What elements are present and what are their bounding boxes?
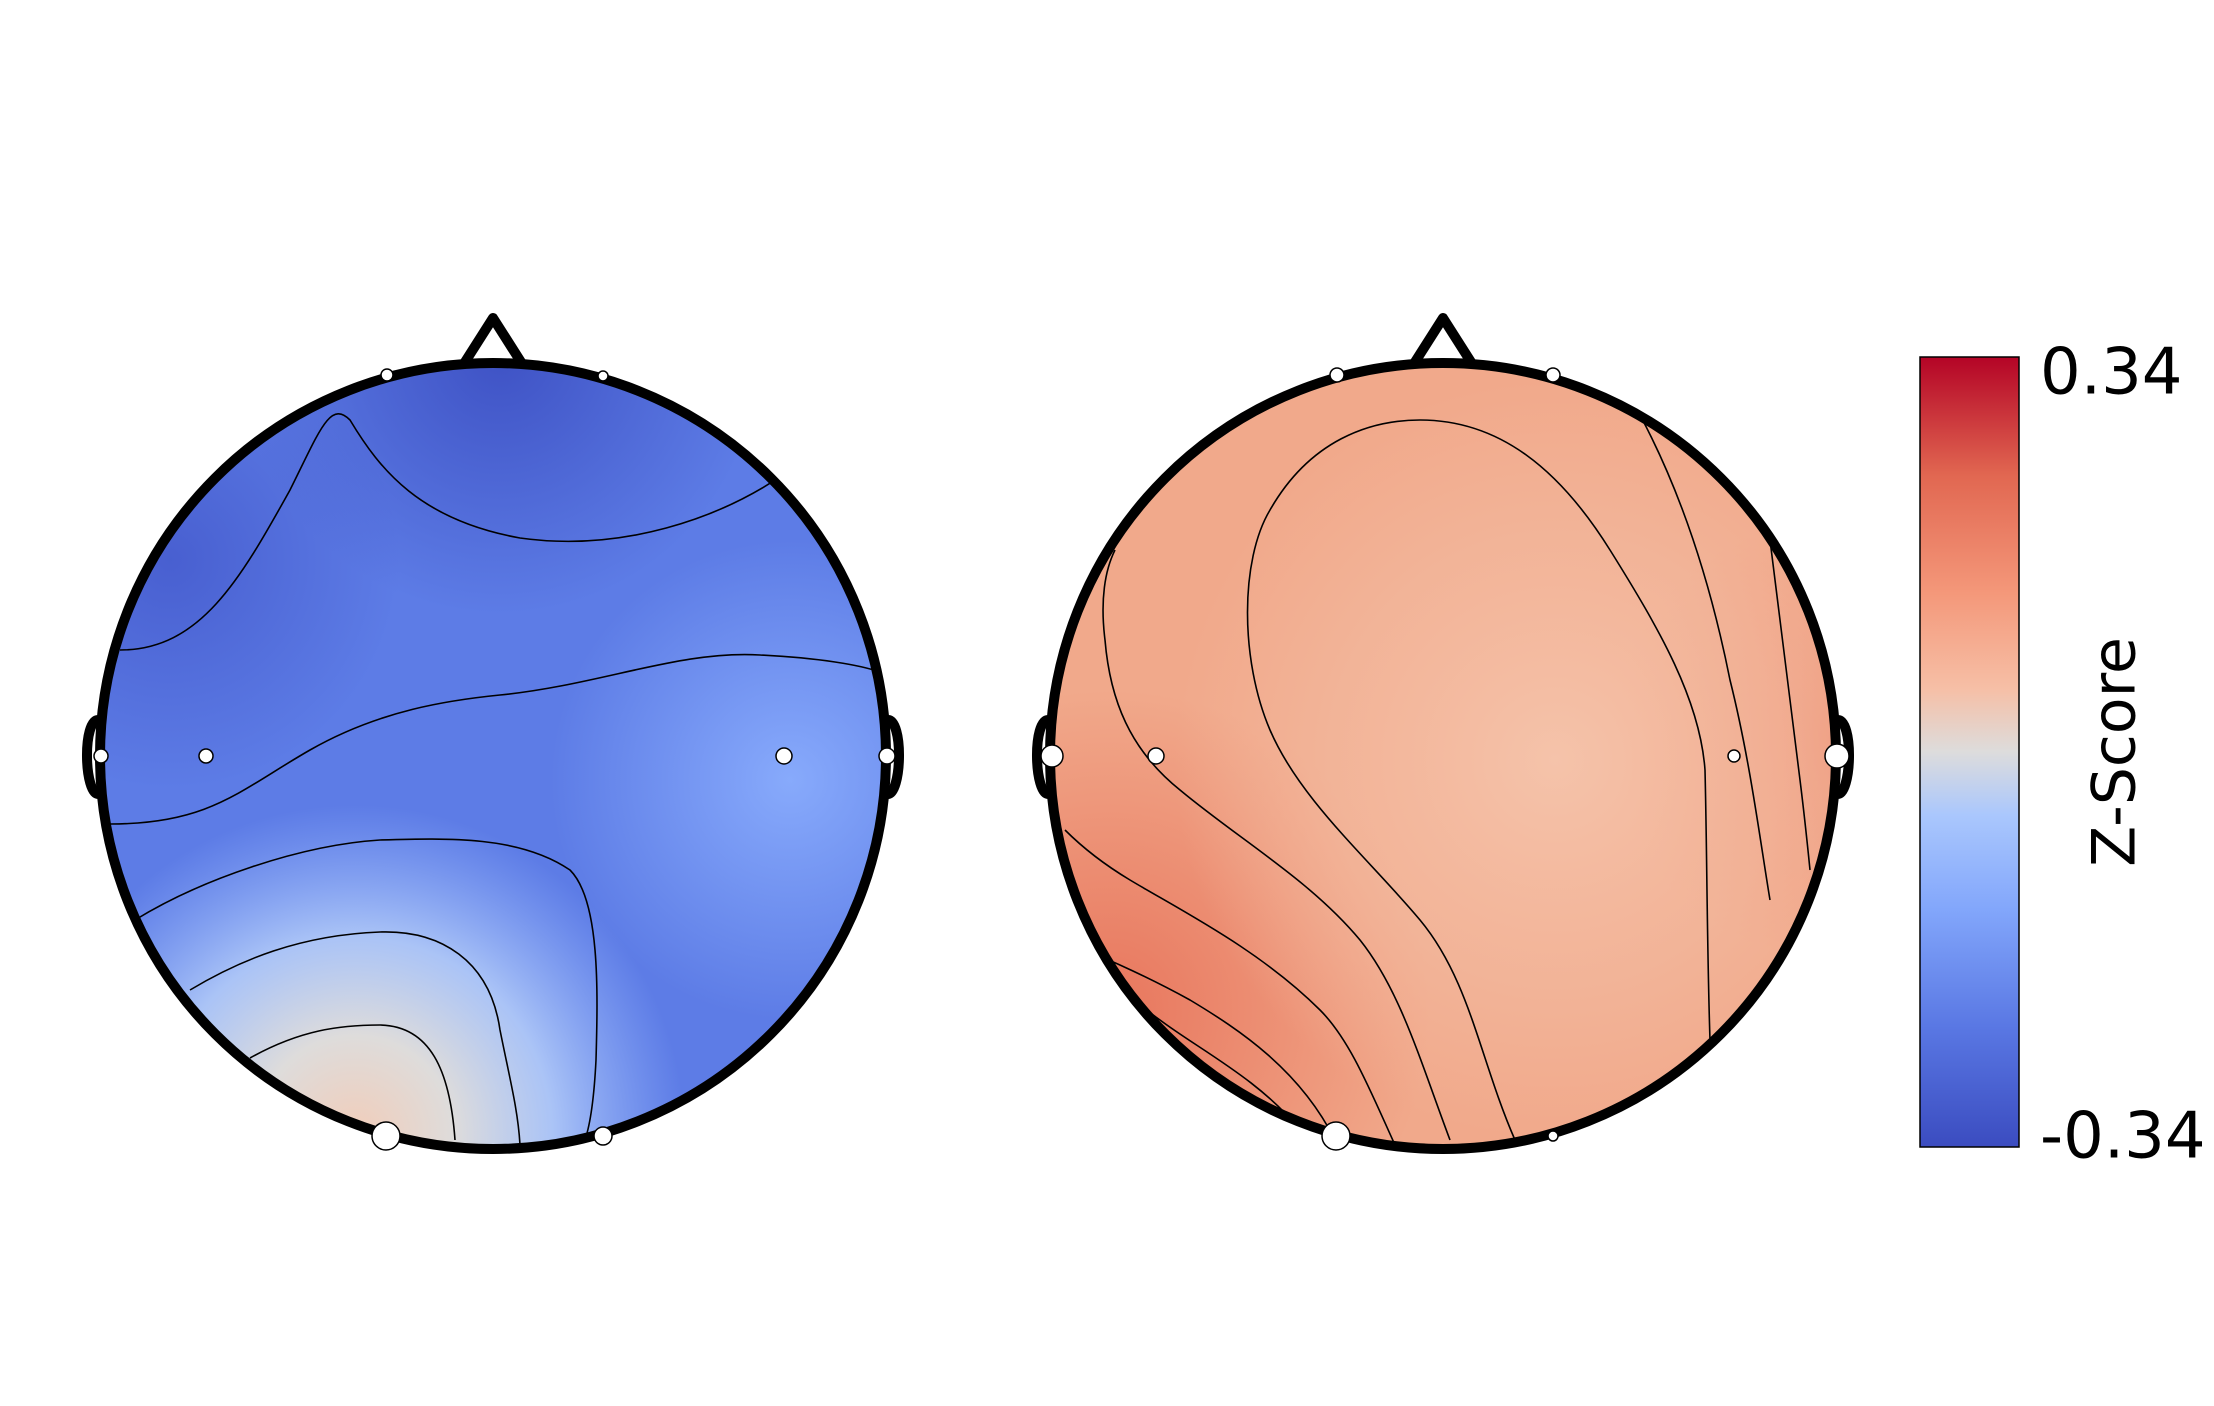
topomap-2-sensor-8 xyxy=(1547,1130,1559,1142)
topomap-2-sensor-3 xyxy=(1040,744,1064,768)
topomap-2-sensor-6 xyxy=(1824,743,1850,769)
topomap-1-sensor-6 xyxy=(878,747,896,765)
topomap-1-sensor-3 xyxy=(93,748,109,764)
topomap-1-sensor-2 xyxy=(597,370,609,382)
topomap-1-contours xyxy=(109,413,881,1146)
topomap-1-sensor-5 xyxy=(775,747,793,765)
topomap-1-left-ear xyxy=(82,715,101,799)
topomap-1-sensor-4 xyxy=(198,748,214,764)
topomap-2 xyxy=(1032,313,1854,1154)
topomap-2-left-ear xyxy=(1032,715,1051,799)
topomap-1-nose xyxy=(460,313,526,365)
topomap-2-contours xyxy=(1064,414,1811,1146)
colorbar-max-label: 0.34 xyxy=(2040,336,2183,410)
colorbar-min-label: -0.34 xyxy=(2040,1100,2206,1174)
topomap-1 xyxy=(82,313,904,1154)
colorbar-gradient xyxy=(1919,356,2020,1148)
topomap-2-sensor-2 xyxy=(1545,367,1561,383)
topomap-1-sensor-8 xyxy=(593,1126,613,1146)
topomap-2-sensor-1 xyxy=(1329,367,1345,383)
topomap-2-sensor-7 xyxy=(1321,1121,1351,1151)
topomap-1-field xyxy=(100,363,886,1149)
topomap-2-sensors xyxy=(1040,367,1850,1151)
topomap-2-sensor-4 xyxy=(1147,747,1165,765)
topomap-1-sensor-7 xyxy=(371,1121,401,1151)
topomap-2-nose xyxy=(1410,313,1476,365)
topomap-2-field xyxy=(1050,363,1836,1149)
colorbar: 0.34 -0.34 Z-Score xyxy=(1919,336,2206,1174)
topomap-1-sensor-1 xyxy=(380,368,394,382)
colorbar-axis-label: Z-Score xyxy=(2080,637,2150,867)
topomap-2-sensor-5 xyxy=(1727,749,1741,763)
topomap-1-sensors xyxy=(93,368,896,1151)
topomap-1-right-ear xyxy=(885,715,904,799)
